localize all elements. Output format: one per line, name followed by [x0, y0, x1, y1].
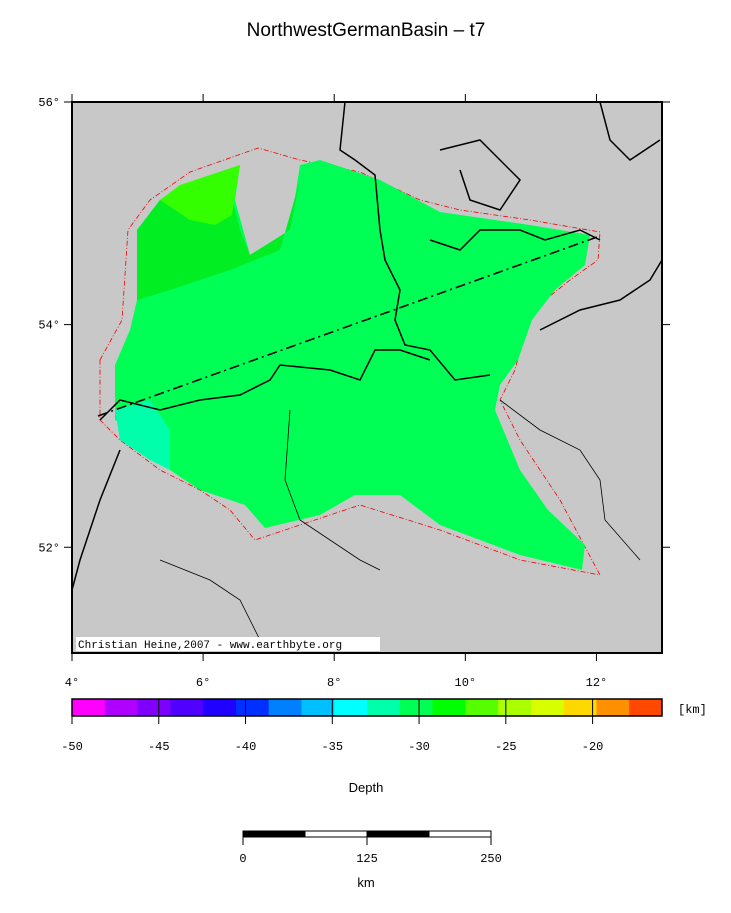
coastline [71, 101, 663, 591]
colorbar-swatch [498, 699, 532, 716]
colorbar-tick-label: -35 [321, 740, 343, 754]
y-tick-label: 54° [38, 319, 60, 333]
colorbar-swatch [235, 699, 270, 716]
colorbar-swatch [104, 699, 139, 716]
y-tick-label: 56° [38, 96, 60, 110]
colorbar-swatch [137, 699, 171, 716]
scalebar-segment [366, 830, 430, 838]
colorbar-swatch [72, 699, 106, 716]
scalebar-tick-label: 0 [239, 852, 246, 866]
colorbar-swatch [596, 699, 630, 716]
x-tick-label: 4° [65, 676, 79, 690]
y-tick-label: 52° [38, 541, 60, 555]
colorbar-swatch [268, 699, 302, 716]
colorbar-swatch [465, 699, 499, 716]
colorbar-tick-label: -30 [408, 740, 430, 754]
colorbar-tick-label: -25 [495, 740, 517, 754]
basin-south-area [115, 400, 170, 470]
x-tick-label: 10° [455, 676, 477, 690]
credit-box [76, 637, 380, 651]
colorbar-swatch [530, 699, 565, 716]
credit: Christian Heine,2007 - www.earthbyte.org [78, 640, 342, 652]
colorbar-swatch [301, 699, 335, 716]
scalebar-unit: km [357, 875, 374, 890]
x-tick-label: 8° [327, 676, 341, 690]
scalebar-segment [304, 830, 368, 838]
colorbar-swatch [399, 699, 434, 716]
basin-outline [99, 147, 601, 576]
river [159, 399, 641, 641]
colorbar-swatch [170, 699, 204, 716]
colorbar-swatch [334, 699, 368, 716]
scalebar-segment [242, 830, 306, 838]
colorbar-unit: [km] [678, 703, 707, 717]
profile-line [97, 235, 601, 417]
title: NorthwestGermanBasin – t7 [247, 20, 486, 41]
scalebar-tick-label: 125 [356, 852, 378, 866]
scalebar-tick-label: 250 [480, 852, 502, 866]
colorbar-tick-label: -45 [148, 740, 170, 754]
colorbar-label: Depth [349, 780, 384, 795]
map-frame [71, 101, 663, 654]
colorbar-swatch [629, 699, 663, 716]
x-tick-label: 12° [586, 676, 608, 690]
colorbar-tick-label: -50 [61, 740, 83, 754]
colorbar-tick-label: -20 [582, 740, 604, 754]
colorbar-swatch [563, 699, 597, 716]
basin-shallow-area [160, 165, 240, 225]
scalebar-segment [428, 830, 492, 838]
colorbar-swatch [432, 699, 466, 716]
colorbar-swatch [203, 699, 237, 716]
x-tick-label: 6° [196, 676, 210, 690]
colorbar-swatch [367, 699, 401, 716]
colorbar-tick-label: -40 [235, 740, 257, 754]
